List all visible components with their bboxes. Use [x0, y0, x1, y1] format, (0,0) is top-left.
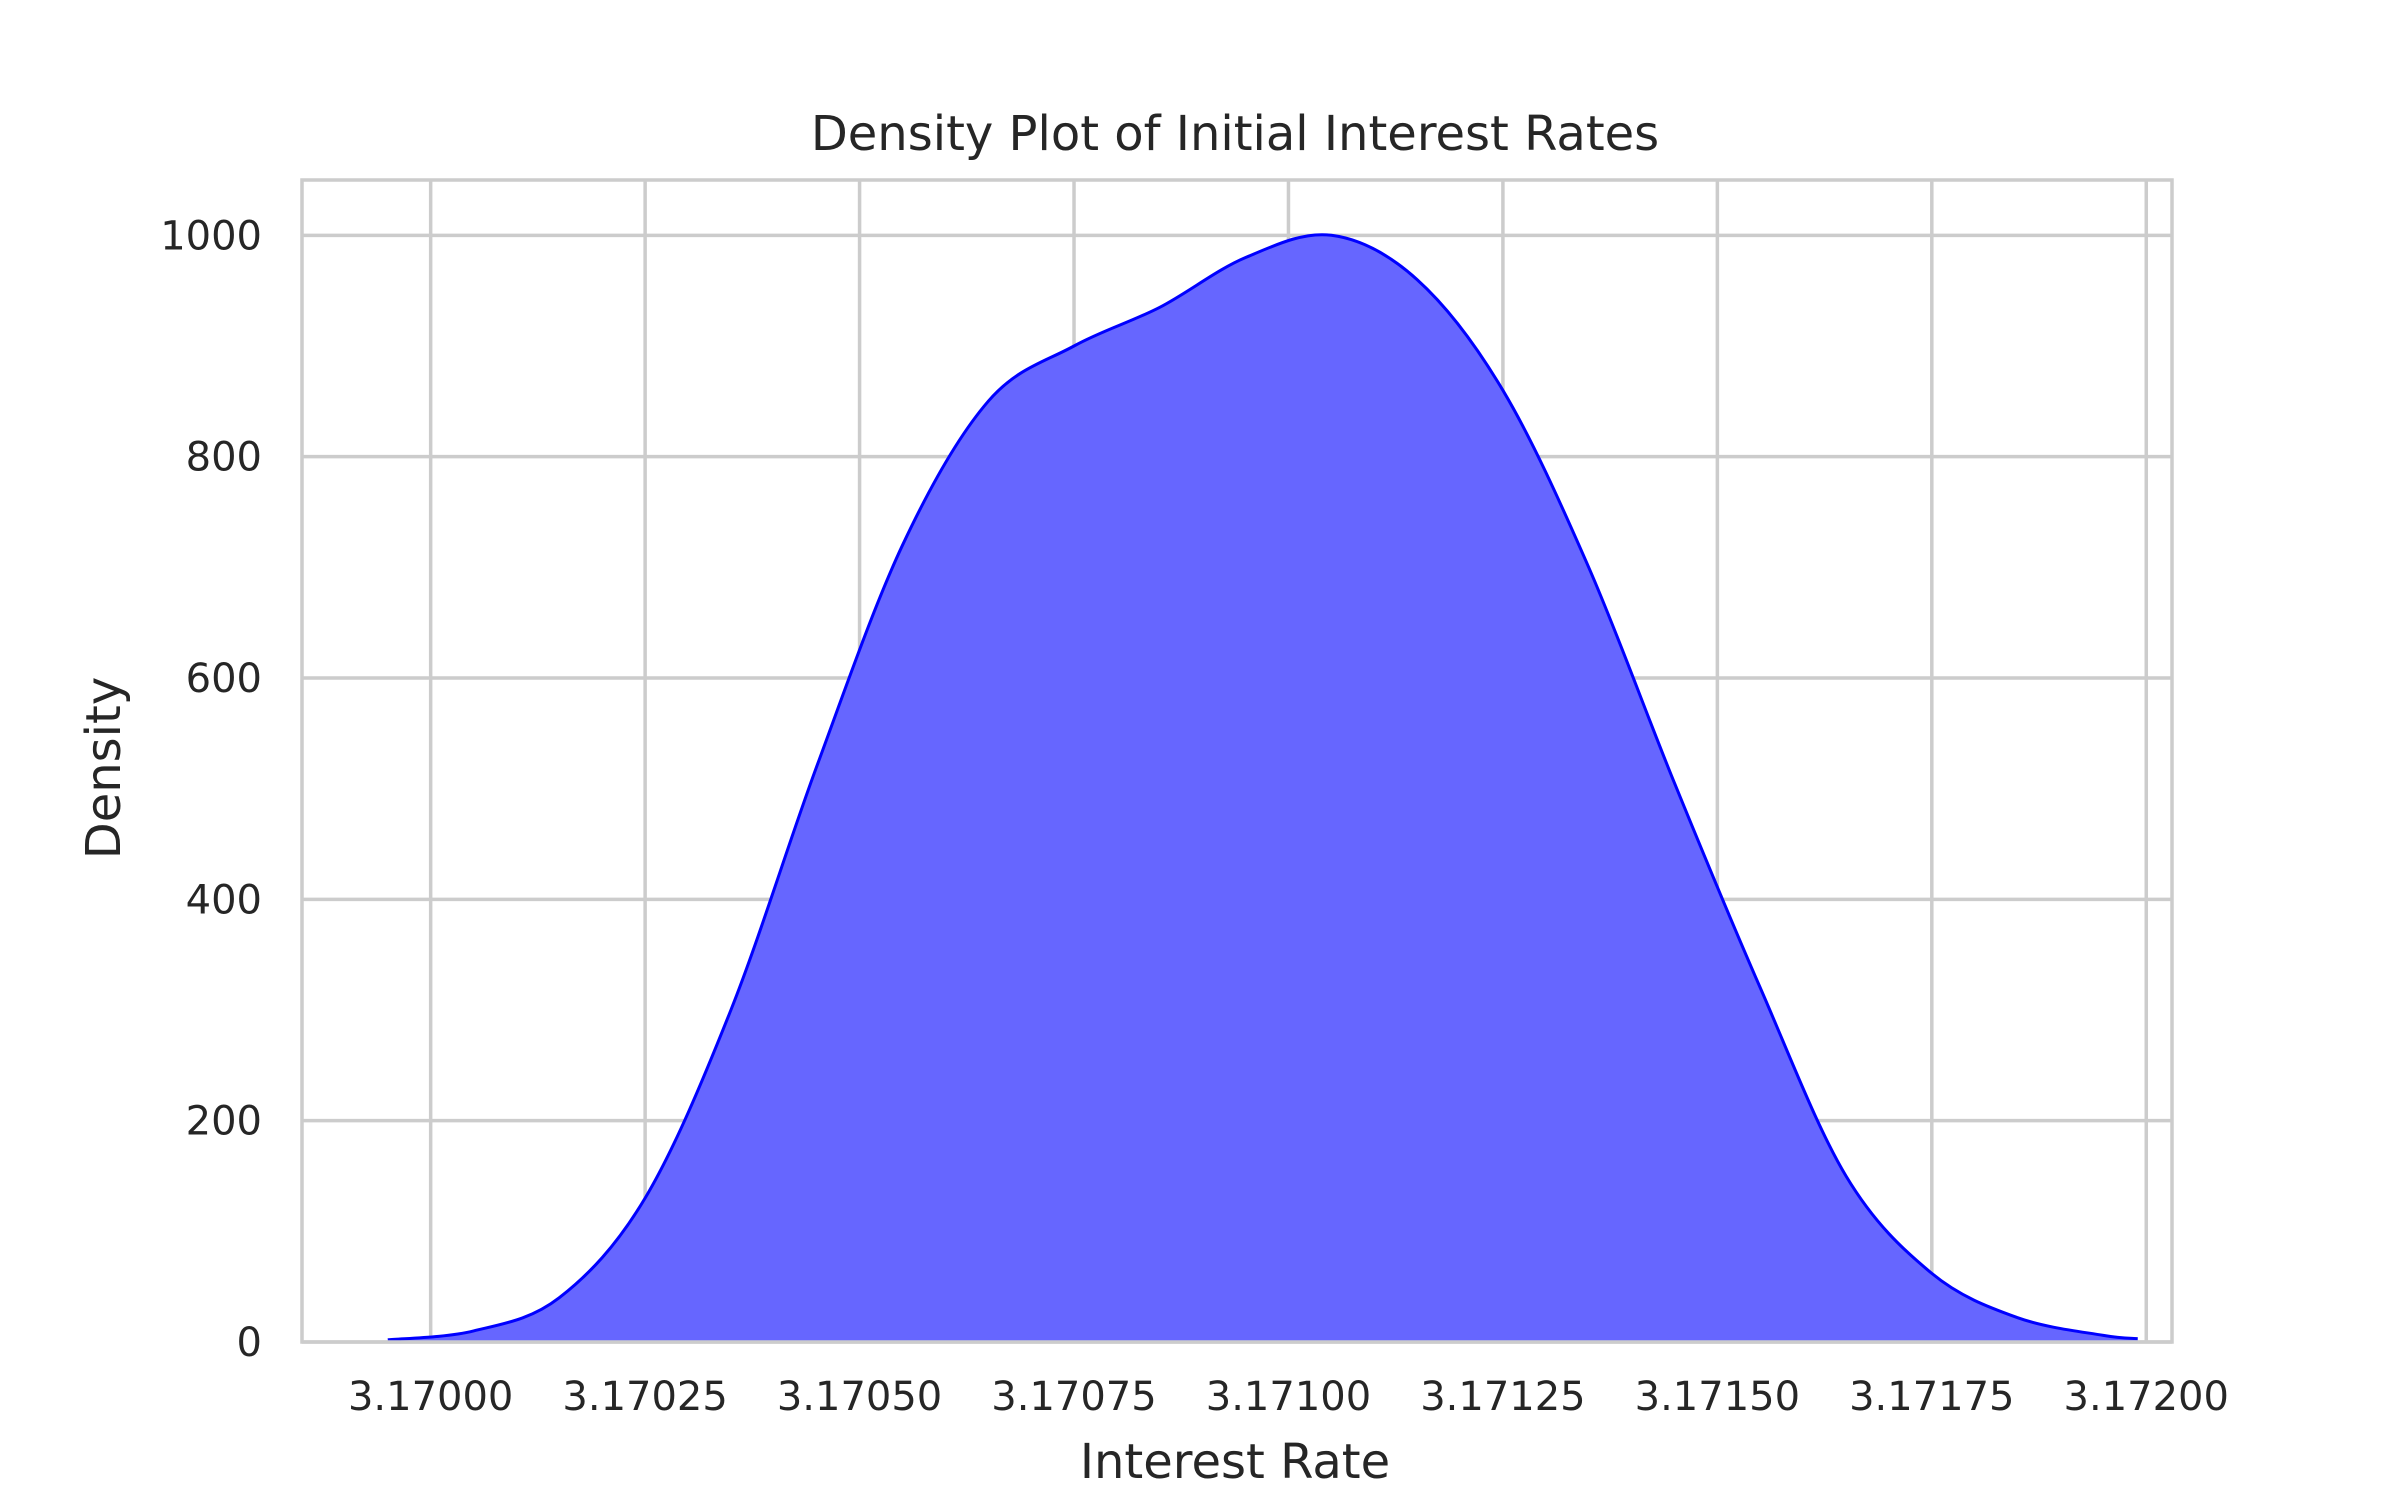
x-tick-label: 3.17100: [1206, 1374, 1371, 1420]
x-tick-label: 3.17075: [991, 1374, 1156, 1420]
x-tick-label: 3.17125: [1420, 1374, 1585, 1420]
x-axis-label: Interest Rate: [1080, 1434, 1390, 1490]
density-line: [387, 233, 2138, 1342]
x-tick-label: 3.17000: [348, 1374, 513, 1420]
x-tick-label: 3.17050: [777, 1374, 942, 1420]
y-tick-label: 400: [186, 877, 262, 923]
y-tick-label: 800: [186, 435, 262, 481]
x-tick-label: 3.17025: [562, 1374, 727, 1420]
x-tick-label: 3.17175: [1849, 1374, 2014, 1420]
x-tick-label: 3.17200: [2064, 1374, 2229, 1420]
y-tick-label: 0: [237, 1320, 262, 1366]
y-tick-label: 200: [186, 1099, 262, 1145]
chart-title: Density Plot of Initial Interest Rates: [811, 106, 1659, 162]
y-tick-label: 600: [186, 656, 262, 702]
density-area: [387, 234, 2138, 1342]
data-layer: [387, 233, 2138, 1342]
plot-frame: [300, 178, 2174, 1344]
x-tick-label: 3.17150: [1635, 1374, 1800, 1420]
y-tick-label: 1000: [160, 213, 262, 259]
y-axis-label: Density: [76, 677, 132, 859]
tick-layer: 3.17000 3.17025 3.17050 3.17075 3.17100 3.171…: [160, 213, 2229, 1420]
